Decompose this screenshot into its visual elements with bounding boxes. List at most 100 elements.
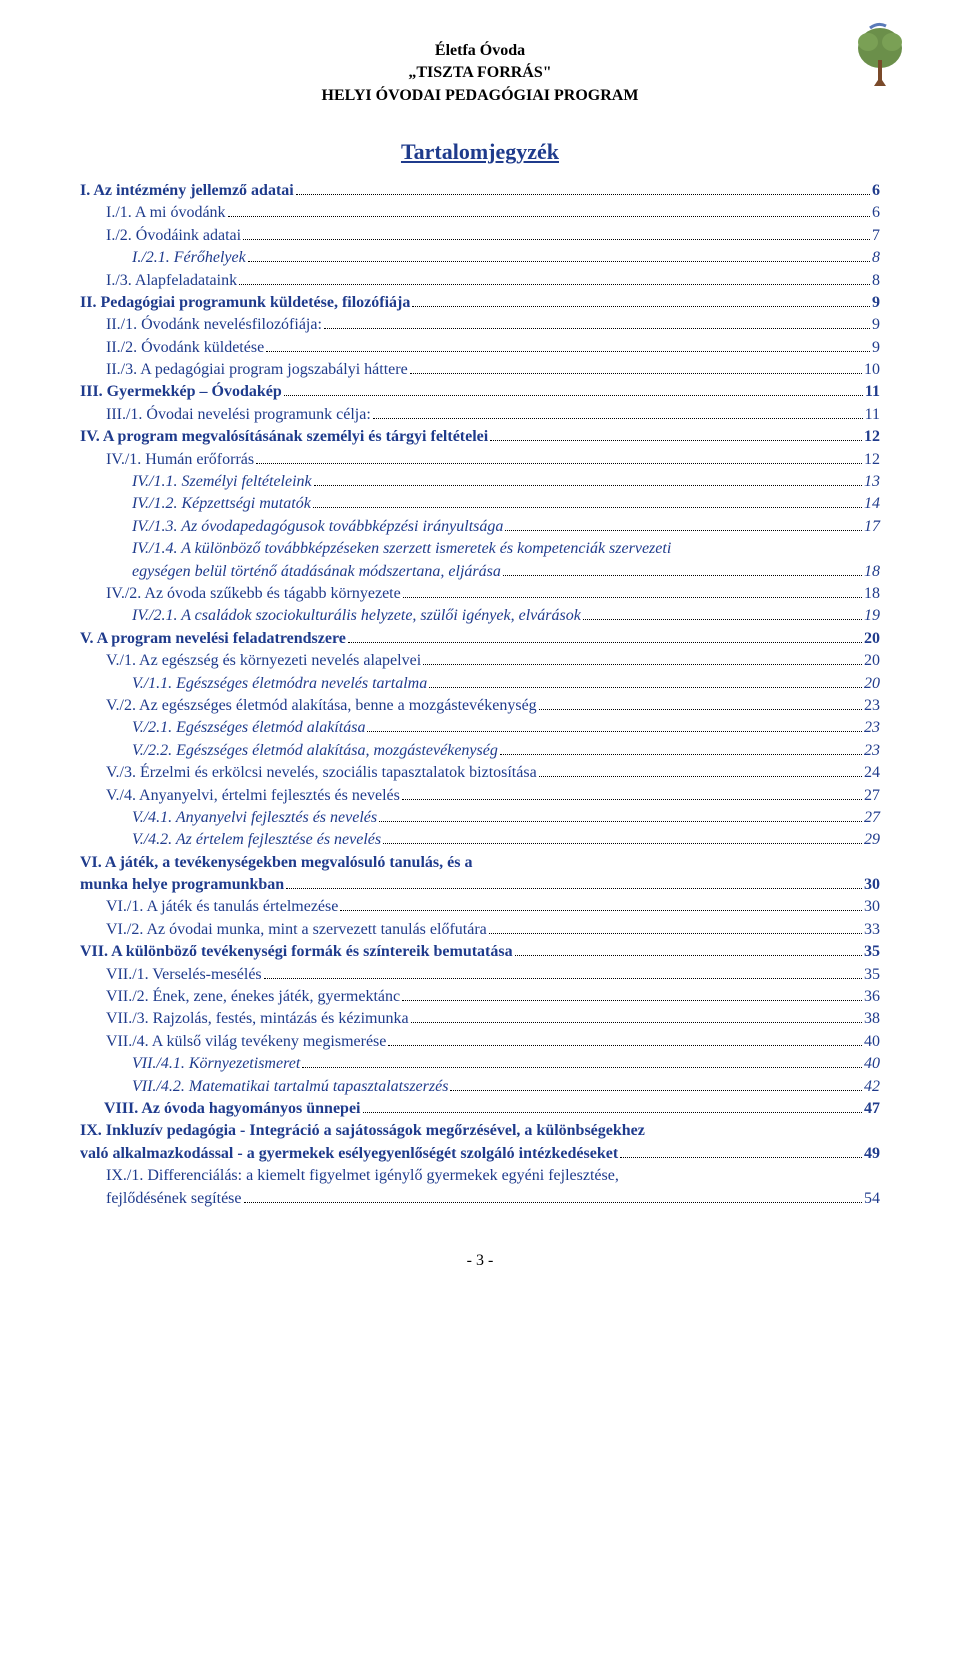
toc-link[interactable]: VII./4.2. Matematikai tartalmú tapasztal…: [132, 1078, 448, 1095]
toc-page-link[interactable]: 23: [864, 742, 880, 759]
toc-link[interactable]: VII. A különböző tevékenységi formák és …: [80, 943, 513, 960]
toc-link[interactable]: IV./2.1. A családok szociokulturális hel…: [132, 607, 581, 624]
toc-page-link[interactable]: 8: [872, 272, 880, 289]
toc-link[interactable]: IX. Inkluzív pedagógia - Integráció a sa…: [80, 1122, 645, 1139]
toc-page-link[interactable]: 49: [864, 1145, 880, 1162]
toc-page-link[interactable]: 6: [872, 204, 880, 221]
toc-page-link[interactable]: 42: [864, 1078, 880, 1095]
toc-link[interactable]: IV./1.2. Képzettségi mutatók: [132, 495, 311, 512]
toc-page-link[interactable]: 6: [872, 182, 880, 199]
toc-page-link[interactable]: 35: [864, 966, 880, 983]
toc-page-link[interactable]: 11: [865, 383, 880, 400]
toc-page-link[interactable]: 35: [864, 943, 880, 960]
toc-page-link[interactable]: 10: [864, 361, 880, 378]
toc-link[interactable]: II./1. Óvodánk nevelésfilozófiája:: [106, 316, 322, 333]
toc-link[interactable]: V./2. Az egészséges életmód alakítása, b…: [106, 697, 537, 714]
toc-entry: IV./1.4. A különböző továbbképzéseken sz…: [132, 538, 880, 583]
toc-page-link[interactable]: 54: [864, 1190, 880, 1207]
toc-entry: II./2. Óvodánk küldetése 9: [106, 337, 880, 359]
toc-page-link[interactable]: 20: [864, 630, 880, 647]
toc-page-link[interactable]: 24: [864, 764, 880, 781]
toc-link[interactable]: IV./1.4. A különböző továbbképzéseken sz…: [132, 540, 671, 557]
toc-link[interactable]: V. A program nevelési feladatrendszere: [80, 630, 346, 647]
toc-link[interactable]: VIII. Az óvoda hagyományos ünnepei: [104, 1100, 361, 1117]
toc-entry: V./2. Az egészséges életmód alakítása, b…: [106, 695, 880, 717]
toc-page-link[interactable]: 14: [864, 495, 880, 512]
toc-link[interactable]: I./1. A mi óvodánk: [106, 204, 226, 221]
toc-title-link[interactable]: Tartalomjegyzék: [401, 139, 559, 164]
toc-link[interactable]: II. Pedagógiai programunk küldetése, fil…: [80, 294, 410, 311]
toc-link[interactable]: I./3. Alapfeladataink: [106, 272, 237, 289]
toc-link[interactable]: IV./2. Az óvoda szűkebb és tágabb környe…: [106, 585, 401, 602]
toc-link[interactable]: V./2.2. Egészséges életmód alakítása, mo…: [132, 742, 498, 759]
toc-link[interactable]: I./2. Óvodáink adatai: [106, 227, 241, 244]
toc-page-link[interactable]: 8: [872, 249, 880, 266]
toc-page-link[interactable]: 7: [872, 227, 880, 244]
toc-page-link[interactable]: 47: [864, 1100, 880, 1117]
toc-page-link[interactable]: 23: [864, 697, 880, 714]
toc-dots: [403, 597, 862, 598]
toc-link[interactable]: V./1.1. Egészséges életmódra nevelés tar…: [132, 675, 427, 692]
toc-link[interactable]: VII./3. Rajzolás, festés, mintázás és ké…: [106, 1010, 409, 1027]
toc-link[interactable]: I./2.1. Férőhelyek: [132, 249, 246, 266]
toc-page-link[interactable]: 20: [864, 652, 880, 669]
toc-entry: III./1. Óvodai nevelési programunk célja…: [106, 404, 880, 426]
toc-link[interactable]: VI./2. Az óvodai munka, mint a szervezet…: [106, 921, 487, 938]
toc-link[interactable]: V./2.1. Egészséges életmód alakítása: [132, 719, 365, 736]
toc-page-link[interactable]: 18: [864, 563, 880, 580]
toc-page-link[interactable]: 29: [864, 831, 880, 848]
toc-page-link[interactable]: 27: [864, 787, 880, 804]
toc-page-link[interactable]: 12: [864, 428, 880, 445]
toc-page-link[interactable]: 38: [864, 1010, 880, 1027]
toc-page-link[interactable]: 30: [864, 876, 880, 893]
toc-link[interactable]: VI. A játék, a tevékenységekben megvalós…: [80, 854, 472, 871]
toc-dots: [503, 575, 862, 576]
toc-page-link[interactable]: 36: [864, 988, 880, 1005]
toc-container: I. Az intézmény jellemző adatai 6 I./1. A …: [80, 180, 880, 1210]
toc-link[interactable]: VII./2. Ének, zene, énekes játék, gyerme…: [106, 988, 400, 1005]
toc-link[interactable]: IV./1. Humán erőforrás: [106, 451, 254, 468]
toc-page-link[interactable]: 12: [864, 451, 880, 468]
toc-link[interactable]: való alkalmazkodással - a gyermekek esél…: [80, 1145, 618, 1162]
toc-page-link[interactable]: 18: [864, 585, 880, 602]
toc-link[interactable]: V./4. Anyanyelvi, értelmi fejlesztés és …: [106, 787, 400, 804]
toc-page-link[interactable]: 17: [864, 518, 880, 535]
toc-page-link[interactable]: 40: [864, 1033, 880, 1050]
toc-page-link[interactable]: 33: [864, 921, 880, 938]
toc-entry: V./3. Érzelmi és erkölcsi nevelés, szoci…: [106, 762, 880, 784]
toc-link[interactable]: V./1. Az egészség és környezeti nevelés …: [106, 652, 421, 669]
toc-link[interactable]: munka helye programunkban: [80, 876, 284, 893]
toc-link[interactable]: III. Gyermekkép – Óvodakép: [80, 383, 282, 400]
toc-page-link[interactable]: 40: [864, 1055, 880, 1072]
toc-page-link[interactable]: 9: [872, 339, 880, 356]
toc-dots: [239, 284, 870, 285]
toc-link[interactable]: I. Az intézmény jellemző adatai: [80, 182, 294, 199]
toc-page-link[interactable]: 11: [865, 406, 880, 423]
toc-link[interactable]: II./3. A pedagógiai program jogszabályi …: [106, 361, 408, 378]
toc-link[interactable]: VII./1. Verselés-mesélés: [106, 966, 262, 983]
toc-page-link[interactable]: 9: [872, 294, 880, 311]
toc-page-link[interactable]: 30: [864, 898, 880, 915]
toc-link[interactable]: V./4.2. Az értelem fejlesztése és nevelé…: [132, 831, 381, 848]
toc-link[interactable]: IX./1. Differenciálás: a kiemelt figyelm…: [106, 1167, 619, 1184]
toc-link[interactable]: III./1. Óvodai nevelési programunk célja…: [106, 406, 371, 423]
toc-link[interactable]: V./3. Érzelmi és erkölcsi nevelés, szoci…: [106, 764, 537, 781]
toc-page-link[interactable]: 9: [872, 316, 880, 333]
toc-link[interactable]: II./2. Óvodánk küldetése: [106, 339, 264, 356]
toc-page-link[interactable]: 20: [864, 675, 880, 692]
toc-link[interactable]: V./4.1. Anyanyelvi fejlesztés és nevelés: [132, 809, 377, 826]
toc-link[interactable]: IV./1.1. Személyi feltételeink: [132, 473, 312, 490]
toc-link[interactable]: VII./4. A külső világ tevékeny megismeré…: [106, 1033, 386, 1050]
toc-link[interactable]: VI./1. A játék és tanulás értelmezése: [106, 898, 338, 915]
toc-link[interactable]: fejlődésének segítése: [106, 1190, 242, 1207]
toc-page-link[interactable]: 19: [864, 607, 880, 624]
toc-link[interactable]: IV./1.3. Az óvodapedagógusok továbbképzé…: [132, 518, 503, 535]
toc-entry: IX./1. Differenciálás: a kiemelt figyelm…: [106, 1165, 880, 1210]
header-line-1: Életfa Óvoda: [80, 40, 880, 62]
toc-link[interactable]: egységen belül történő átadásának módsze…: [132, 563, 501, 580]
toc-link[interactable]: VII./4.1. Környezetismeret: [132, 1055, 300, 1072]
toc-page-link[interactable]: 27: [864, 809, 880, 826]
toc-link[interactable]: IV. A program megvalósításának személyi …: [80, 428, 488, 445]
toc-page-link[interactable]: 23: [864, 719, 880, 736]
toc-page-link[interactable]: 13: [864, 473, 880, 490]
